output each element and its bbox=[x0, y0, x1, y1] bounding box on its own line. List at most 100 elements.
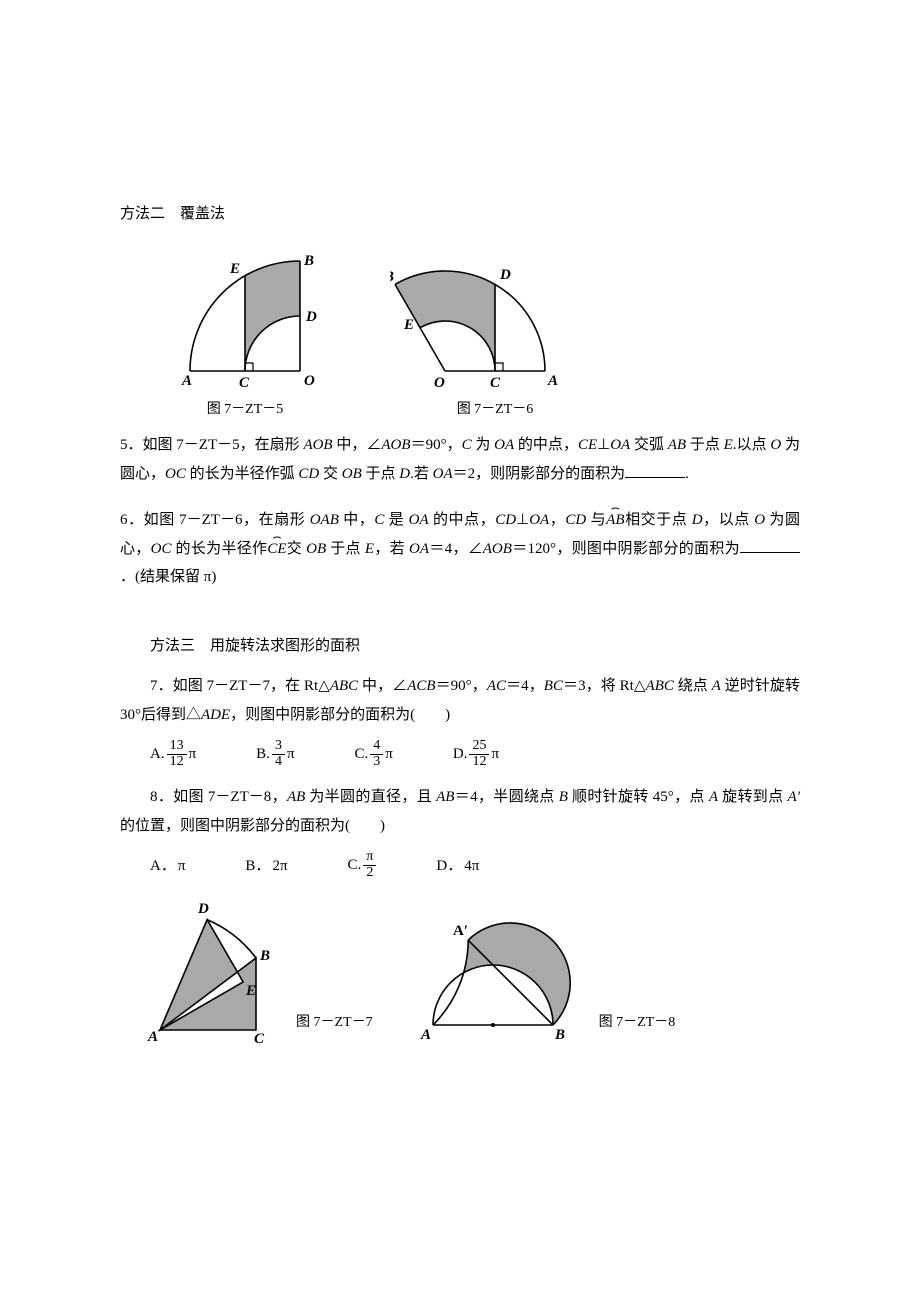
q6-t2: 是 bbox=[384, 512, 408, 528]
q5-t1: 中，∠ bbox=[333, 437, 382, 453]
q7-C-letter: C. bbox=[355, 740, 369, 769]
q5-t3: 为 bbox=[472, 437, 495, 453]
fig7-label-B: B bbox=[259, 948, 270, 964]
q6-t12: 于点 bbox=[326, 541, 365, 557]
q5-t2: ＝90°， bbox=[411, 437, 462, 453]
q8-t0: 8．如图 7－ZT－8， bbox=[150, 789, 287, 805]
q5-blank bbox=[625, 462, 685, 478]
figure-7-caption: 图 7－ZT－7 bbox=[296, 1010, 373, 1037]
fig5-label-A: A bbox=[181, 373, 192, 389]
fig6-label-E: E bbox=[403, 317, 414, 333]
q7-t7: ，则图中阴影部分的面积为( ) bbox=[230, 707, 450, 723]
q6-t14: ＝4，∠ bbox=[429, 541, 483, 557]
fig6-label-O: O bbox=[434, 375, 445, 391]
q6-t8: ，以点 bbox=[703, 512, 755, 528]
q8-C-letter: C. bbox=[348, 851, 362, 880]
fig6-label-B: B bbox=[390, 269, 394, 285]
q7-C-den: 3 bbox=[370, 755, 383, 770]
fig5-label-O: O bbox=[304, 373, 315, 389]
question-7: 7．如图 7－ZT－7，在 Rt△ABC 中，∠ACB＝90°，AC＝4，BC＝… bbox=[120, 672, 800, 729]
q6-t6: 与 bbox=[586, 512, 606, 528]
q7-t4: ＝3，将 Rt△ bbox=[563, 678, 646, 694]
q7-option-D: D. 2512 π bbox=[453, 739, 499, 769]
q8-t2: ＝4，半圆绕点 bbox=[454, 789, 558, 805]
q7-options: A. 1312 π B. 34 π C. 43 π D. 2512 π bbox=[150, 739, 800, 769]
fig6-label-A: A bbox=[547, 373, 558, 389]
q8-C-den: 2 bbox=[363, 866, 376, 881]
question-8: 8．如图 7－ZT－8，AB 为半圆的直径，且 AB＝4，半圆绕点 B 顺时针旋… bbox=[120, 783, 800, 840]
q6-t4: ⊥ bbox=[516, 512, 529, 528]
q8-B-letter: B． bbox=[245, 852, 270, 881]
figure-6-svg: A B C D E O bbox=[390, 241, 600, 391]
q7-option-C: C. 43 π bbox=[355, 739, 393, 769]
page: 方法二 覆盖法 A B C bbox=[0, 0, 920, 1131]
q6-t3: 的中点， bbox=[429, 512, 496, 528]
fig8-label-B: B bbox=[554, 1027, 565, 1043]
q7-option-A: A. 1312 π bbox=[150, 739, 196, 769]
q7-B-letter: B. bbox=[256, 740, 270, 769]
q5-t8: .以点 bbox=[733, 437, 771, 453]
figure-6-caption: 图 7－ZT－6 bbox=[457, 397, 534, 424]
q8-B-val: 2π bbox=[272, 852, 287, 881]
question-6: 6．如图 7－ZT－6，在扇形 OAB 中，C 是 OA 的中点，CD⊥OA，C… bbox=[120, 506, 800, 592]
q7-D-den: 12 bbox=[469, 755, 489, 770]
method3-title: 方法三 用旋转法求图形的面积 bbox=[120, 632, 800, 661]
q7-option-B: B. 34 π bbox=[256, 739, 294, 769]
q7-A-tail: π bbox=[189, 740, 197, 769]
q7-B-den: 4 bbox=[272, 755, 285, 770]
fig7-label-E: E bbox=[245, 983, 256, 999]
q8-t5: 的位置，则图中阴影部分的面积为( ) bbox=[120, 818, 385, 834]
q7-A-den: 12 bbox=[167, 755, 187, 770]
q7-C-num: 4 bbox=[370, 739, 383, 755]
q6-t5: ， bbox=[549, 512, 565, 528]
fig6-label-C: C bbox=[490, 375, 501, 391]
q7-t2: ＝90°， bbox=[436, 678, 487, 694]
figure-6: A B C D E O 图 7－ZT－6 bbox=[390, 241, 600, 424]
q6-t7: 相交于点 bbox=[624, 512, 691, 528]
q5-t14: ＝2，则阴影部分的面积为 bbox=[453, 466, 626, 482]
figure-7: A B C D E 图 7－ZT－7 bbox=[140, 895, 373, 1045]
fig5-label-C: C bbox=[239, 375, 250, 391]
q6-t13: ，若 bbox=[374, 541, 409, 557]
q8-D-letter: D． bbox=[436, 852, 462, 881]
q5-t7: 于点 bbox=[686, 437, 724, 453]
q5-t0: 5．如图 7－ZT－5，在扇形 bbox=[120, 437, 303, 453]
figure-row-5-6: A B C D E O 图 7－ZT－5 bbox=[160, 241, 800, 424]
q6-t15: ＝120°，则图中阴影部分的面积为 bbox=[512, 541, 740, 557]
q8-t1: 为半圆的直径，且 bbox=[305, 789, 436, 805]
figure-8: A A′ B 图 7－ZT－8 bbox=[403, 905, 676, 1045]
q5-t13: .若 bbox=[410, 466, 433, 482]
q6-t1: 中， bbox=[339, 512, 375, 528]
figure-row-7-8: A B C D E 图 7－ZT－7 bbox=[140, 895, 800, 1045]
q8-option-D: D． 4π bbox=[436, 852, 479, 881]
figure-8-svg: A A′ B bbox=[403, 905, 593, 1045]
q8-t3: 顺时针旋转 45°，点 bbox=[568, 789, 709, 805]
q7-B-num: 3 bbox=[272, 739, 285, 755]
figure-5-caption: 图 7－ZT－5 bbox=[207, 397, 284, 424]
q6-suffix: ．(结果保留 π) bbox=[120, 569, 216, 585]
q8-option-B: B． 2π bbox=[245, 852, 287, 881]
figure-5-svg: A B C D E O bbox=[160, 241, 330, 391]
fig5-label-D: D bbox=[305, 309, 317, 325]
q6-t10: 的长为半径作 bbox=[171, 541, 267, 557]
method2-title: 方法二 覆盖法 bbox=[120, 200, 800, 229]
figure-8-caption: 图 7－ZT－8 bbox=[599, 1010, 676, 1037]
question-5: 5．如图 7－ZT－5，在扇形 AOB 中，∠AOB＝90°，C 为 OA 的中… bbox=[120, 431, 800, 488]
fig7-label-D: D bbox=[197, 901, 209, 917]
q8-A-letter: A． bbox=[150, 852, 176, 881]
q7-D-letter: D. bbox=[453, 740, 468, 769]
figure-7-svg: A B C D E bbox=[140, 895, 290, 1045]
q8-option-A: A． π bbox=[150, 852, 185, 881]
fig8-label-A: A bbox=[420, 1027, 431, 1043]
q5-t4: 的中点， bbox=[514, 437, 578, 453]
fig7-label-A: A bbox=[147, 1029, 158, 1045]
figure-5: A B C D E O 图 7－ZT－5 bbox=[160, 241, 330, 424]
q8-t4: 旋转到点 bbox=[718, 789, 788, 805]
q5-t10: 的长为半径作弧 bbox=[186, 466, 299, 482]
q7-t1: 中，∠ bbox=[358, 678, 407, 694]
fig7-label-C: C bbox=[254, 1031, 265, 1045]
q7-t0: 7．如图 7－ZT－7，在 Rt△ bbox=[150, 678, 330, 694]
q8-C-num: π bbox=[363, 850, 376, 866]
q7-A-letter: A. bbox=[150, 740, 165, 769]
q6-blank bbox=[740, 537, 800, 553]
